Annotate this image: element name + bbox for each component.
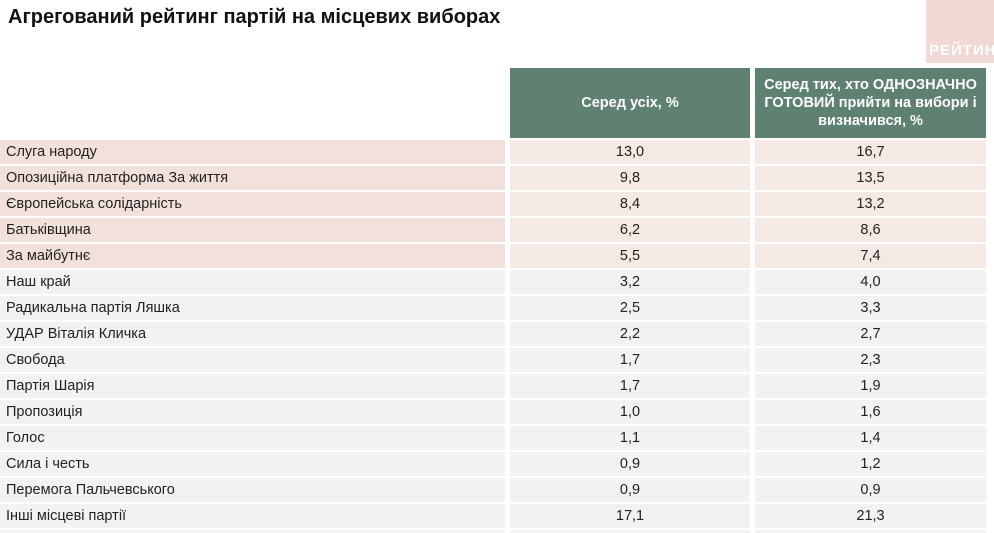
value-ready-cell: 1,2 xyxy=(755,452,986,476)
page-title: Агрегований рейтинг партій на місцевих в… xyxy=(8,6,501,28)
value-all-cell: 17,1 xyxy=(510,504,750,528)
party-name-cell: Опозиційна платформа За життя xyxy=(0,166,505,190)
table-row: Наш край 3,2 4,0 xyxy=(0,270,986,294)
party-name-cell: Європейська солідарність xyxy=(0,192,505,216)
value-ready-cell: 16,7 xyxy=(755,140,986,164)
value-ready-cell: 7,4 xyxy=(755,244,986,268)
party-name-cell: Наш край xyxy=(0,270,505,294)
table-row: Сила і честь 0,9 1,2 xyxy=(0,452,986,476)
rating-group-logo: РЕЙТИНГ xyxy=(926,0,994,63)
value-ready-cell: 4,0 xyxy=(755,270,986,294)
value-all-cell: 0,9 xyxy=(510,452,750,476)
table-header-row: Серед усіх, % Серед тих, хто ОДНОЗНАЧНО … xyxy=(0,68,986,138)
table-row: За майбутнє 5,5 7,4 xyxy=(0,244,986,268)
party-name-cell: Радикальна партія Ляшка xyxy=(0,296,505,320)
value-all-cell: 1,1 xyxy=(510,426,750,450)
party-name-cell: Слуга народу xyxy=(0,140,505,164)
value-all-cell: 1,0 xyxy=(510,400,750,424)
value-ready-cell: 1,9 xyxy=(755,374,986,398)
value-ready-cell: 3,3 xyxy=(755,296,986,320)
logo-text: РЕЙТИНГ xyxy=(929,42,994,59)
party-name-cell: Сила і честь xyxy=(0,452,505,476)
table-row: Партія Шарія 1,7 1,9 xyxy=(0,374,986,398)
party-name-cell: Батьківщина xyxy=(0,218,505,242)
value-ready-cell: 13,2 xyxy=(755,192,986,216)
value-ready-cell: 1,6 xyxy=(755,400,986,424)
table-row: Слуга народу 13,0 16,7 xyxy=(0,140,986,164)
header-spacer xyxy=(0,68,505,138)
party-name-cell: Голос xyxy=(0,426,505,450)
value-ready-cell: 2,7 xyxy=(755,322,986,346)
table-row: Інші місцеві партії 17,1 21,3 xyxy=(0,504,986,528)
party-name-cell: За майбутнє xyxy=(0,244,505,268)
value-all-cell: 0,9 xyxy=(510,478,750,502)
value-ready-cell: 1,4 xyxy=(755,426,986,450)
party-name-cell xyxy=(0,530,505,533)
ratings-table: Серед усіх, % Серед тих, хто ОДНОЗНАЧНО … xyxy=(0,68,986,533)
party-name-cell: Свобода xyxy=(0,348,505,372)
column-header-all: Серед усіх, % xyxy=(510,68,750,138)
table-row: Свобода 1,7 2,3 xyxy=(0,348,986,372)
table-row: Опозиційна платформа За життя 9,8 13,5 xyxy=(0,166,986,190)
value-ready-cell: 0,9 xyxy=(755,478,986,502)
value-ready-cell: 8,6 xyxy=(755,218,986,242)
column-header-ready: Серед тих, хто ОДНОЗНАЧНО ГОТОВИЙ прийти… xyxy=(755,68,986,138)
value-all-cell: 2,5 xyxy=(510,296,750,320)
value-ready-cell xyxy=(755,530,986,533)
party-name-cell: УДАР Віталія Кличка xyxy=(0,322,505,346)
value-all-cell: 3,2 xyxy=(510,270,750,294)
value-all-cell: 5,5 xyxy=(510,244,750,268)
table-row: Європейська солідарність 8,4 13,2 xyxy=(0,192,986,216)
table-row: УДАР Віталія Кличка 2,2 2,7 xyxy=(0,322,986,346)
table-row: Пропозиція 1,0 1,6 xyxy=(0,400,986,424)
value-all-cell: 1,7 xyxy=(510,374,750,398)
value-all-cell: 8,4 xyxy=(510,192,750,216)
value-all-cell: 13,0 xyxy=(510,140,750,164)
value-ready-cell: 13,5 xyxy=(755,166,986,190)
value-all-cell: 2,2 xyxy=(510,322,750,346)
table-row: Радикальна партія Ляшка 2,5 3,3 xyxy=(0,296,986,320)
value-ready-cell: 21,3 xyxy=(755,504,986,528)
value-all-cell: 9,8 xyxy=(510,166,750,190)
table-body: Слуга народу 13,0 16,7 Опозиційна платформа… xyxy=(0,140,986,528)
party-name-cell: Пропозиція xyxy=(0,400,505,424)
party-name-cell: Перемога Пальчевського xyxy=(0,478,505,502)
party-name-cell: Партія Шарія xyxy=(0,374,505,398)
value-all-cell: 6,2 xyxy=(510,218,750,242)
table-row: Батьківщина 6,2 8,6 xyxy=(0,218,986,242)
party-name-cell: Інші місцеві партії xyxy=(0,504,505,528)
table-row-partial xyxy=(0,530,986,533)
table-row: Голос 1,1 1,4 xyxy=(0,426,986,450)
value-ready-cell: 2,3 xyxy=(755,348,986,372)
table-row: Перемога Пальчевського 0,9 0,9 xyxy=(0,478,986,502)
value-all-cell xyxy=(510,530,750,533)
value-all-cell: 1,7 xyxy=(510,348,750,372)
